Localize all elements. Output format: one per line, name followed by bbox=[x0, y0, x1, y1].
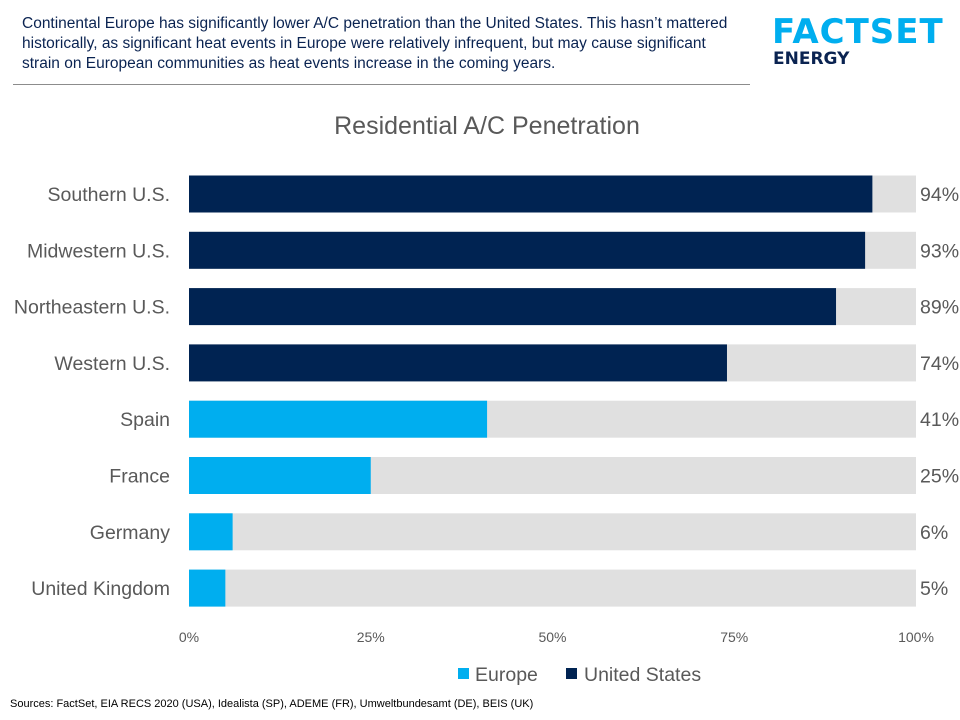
bar-germany bbox=[189, 513, 233, 551]
x-tick-label: 75% bbox=[720, 629, 748, 645]
value-label-united-kingdom: 5% bbox=[920, 578, 948, 600]
category-label-spain: Spain bbox=[120, 409, 170, 431]
value-label-midwestern-u-s: 93% bbox=[920, 240, 959, 262]
chart-title: Residential A/C Penetration bbox=[334, 112, 640, 140]
sources-note: Sources: FactSet, EIA RECS 2020 (USA), I… bbox=[10, 698, 534, 710]
legend-label-united-states: United States bbox=[584, 664, 701, 686]
value-label-southern-u-s: 94% bbox=[920, 184, 959, 206]
logo-sub-text: ENERGY bbox=[773, 49, 850, 69]
category-label-midwestern-u-s: Midwestern U.S. bbox=[27, 240, 170, 262]
value-label-northeastern-u-s: 89% bbox=[920, 297, 959, 319]
category-label-southern-u-s: Southern U.S. bbox=[48, 184, 170, 206]
header-divider bbox=[13, 84, 750, 85]
legend-label-europe: Europe bbox=[475, 664, 538, 686]
bar-northeastern-u-s bbox=[189, 288, 837, 326]
category-label-france: France bbox=[109, 466, 170, 488]
header-description: Continental Europe has significantly low… bbox=[22, 15, 728, 72]
value-label-france: 25% bbox=[920, 466, 959, 488]
logo-main-text: FACTSET bbox=[772, 12, 944, 52]
bar-midwestern-u-s bbox=[189, 231, 866, 269]
bar-france bbox=[189, 457, 371, 494]
value-label-spain: 41% bbox=[920, 409, 959, 431]
legend-swatch-united-states bbox=[566, 668, 577, 679]
x-tick-label: 25% bbox=[357, 629, 385, 645]
value-label-western-u-s: 74% bbox=[920, 353, 959, 375]
legend-swatch-europe bbox=[458, 668, 469, 679]
bar-spain bbox=[189, 400, 488, 438]
x-tick-label: 0% bbox=[179, 629, 199, 645]
bar-western-u-s bbox=[189, 344, 727, 382]
bar-track-germany bbox=[189, 513, 916, 551]
category-label-western-u-s: Western U.S. bbox=[54, 353, 170, 375]
bar-southern-u-s bbox=[189, 175, 873, 213]
category-label-united-kingdom: United Kingdom bbox=[31, 578, 170, 600]
x-tick-label: 50% bbox=[538, 629, 566, 645]
bar-united-kingdom bbox=[189, 569, 226, 607]
category-label-northeastern-u-s: Northeastern U.S. bbox=[14, 297, 170, 319]
factset-logo: FACTSET ENERGY bbox=[772, 14, 944, 68]
x-tick-label: 100% bbox=[898, 629, 934, 645]
category-label-germany: Germany bbox=[90, 522, 170, 544]
value-label-germany: 6% bbox=[920, 522, 948, 544]
bar-track-united-kingdom bbox=[189, 569, 916, 607]
